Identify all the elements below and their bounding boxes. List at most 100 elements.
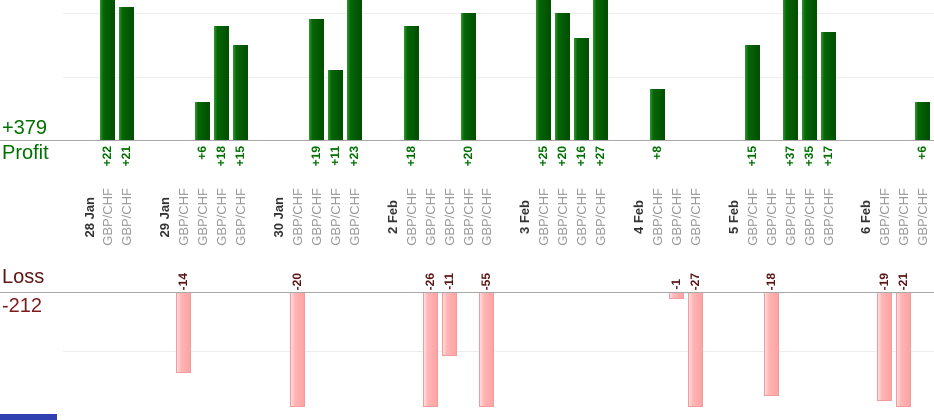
profit-value-label-wrap: +25 bbox=[534, 146, 553, 186]
profit-value-label: +6 bbox=[195, 146, 210, 160]
pair-label-wrap: GBP/CHF bbox=[800, 185, 819, 249]
profit-bar bbox=[346, 0, 362, 140]
profit-value-label: +15 bbox=[233, 146, 248, 167]
pair-label-wrap: GBP/CHF bbox=[894, 185, 913, 249]
pair-label-wrap: GBP/CHF bbox=[762, 185, 781, 249]
profit-total-value: +379 bbox=[2, 117, 48, 139]
date-label: 2 Feb bbox=[384, 200, 400, 234]
pair-label-wrap: GBP/CHF bbox=[534, 185, 553, 249]
profit-value-label-wrap: +17 bbox=[819, 146, 838, 186]
pair-label-wrap: GBP/CHF bbox=[686, 185, 705, 249]
date-label: 29 Jan bbox=[157, 196, 173, 238]
loss-value-label: -26 bbox=[422, 272, 437, 290]
pair-label: GBP/CHF bbox=[441, 188, 457, 246]
profit-value-label: +6 bbox=[915, 146, 930, 160]
loss-bar bbox=[422, 293, 438, 407]
profit-bar bbox=[820, 32, 836, 140]
loss-bar bbox=[668, 293, 684, 299]
date-label: 30 Jan bbox=[271, 196, 286, 238]
pair-label: GBP/CHF bbox=[460, 188, 476, 246]
profit-value-label: +18 bbox=[214, 146, 229, 167]
pair-label: GBP/CHF bbox=[308, 188, 324, 246]
profit-plot-area bbox=[0, 0, 934, 140]
profit-value-label-wrap: +18 bbox=[212, 146, 231, 186]
profit-bar bbox=[233, 45, 249, 140]
profit-value-label: +23 bbox=[346, 146, 361, 167]
loss-total-value: -212 bbox=[2, 295, 43, 317]
profit-value-label: +8 bbox=[650, 146, 664, 160]
loss-gridline-10 bbox=[63, 351, 934, 352]
profit-baseline bbox=[0, 140, 934, 141]
pair-label-wrap: GBP/CHF bbox=[875, 185, 894, 249]
pair-label: GBP/CHF bbox=[574, 188, 590, 246]
loss-value-label: -55 bbox=[479, 272, 494, 290]
pair-label-wrap: GBP/CHF bbox=[231, 185, 250, 249]
profit-gridline-10 bbox=[63, 77, 934, 78]
pair-label-wrap: GBP/CHF bbox=[459, 185, 478, 249]
profit-value-label: +20 bbox=[555, 146, 570, 167]
pair-label: GBP/CHF bbox=[233, 188, 249, 246]
profit-value-label-wrap: +23 bbox=[345, 146, 364, 186]
date-label-wrap: 2 Feb bbox=[383, 185, 402, 249]
profit-value-label-wrap: +15 bbox=[743, 146, 762, 186]
profit-bar bbox=[403, 26, 419, 140]
profit-bar bbox=[593, 0, 609, 140]
profit-value-label: +25 bbox=[536, 146, 551, 167]
pair-label: GBP/CHF bbox=[763, 188, 779, 246]
pair-label: GBP/CHF bbox=[100, 188, 116, 246]
profit-bar bbox=[460, 13, 476, 140]
pair-label: GBP/CHF bbox=[744, 188, 760, 246]
loss-bar bbox=[479, 293, 495, 407]
date-label-wrap: 4 Feb bbox=[629, 185, 648, 249]
profit-value-label: +16 bbox=[574, 146, 589, 167]
pair-label: GBP/CHF bbox=[650, 188, 665, 246]
pair-label: GBP/CHF bbox=[346, 188, 362, 246]
loss-value-label: -21 bbox=[896, 272, 911, 290]
profit-bar bbox=[801, 0, 817, 140]
profit-value-label: +22 bbox=[100, 146, 115, 167]
loss-value-label: -11 bbox=[441, 273, 456, 290]
loss-value-label-wrap: -27 bbox=[686, 250, 705, 290]
loss-value-label: -27 bbox=[687, 272, 702, 290]
profit-value-label-wrap: +15 bbox=[231, 146, 250, 186]
loss-baseline bbox=[0, 292, 934, 293]
pair-label: GBP/CHF bbox=[877, 188, 893, 246]
pair-label: GBP/CHF bbox=[801, 188, 817, 246]
pair-label: GBP/CHF bbox=[119, 188, 135, 246]
profit-bar bbox=[119, 7, 135, 140]
pair-label-wrap: GBP/CHF bbox=[212, 185, 231, 249]
pair-label-wrap: GBP/CHF bbox=[421, 185, 440, 249]
date-label-wrap: 28 Jan bbox=[80, 185, 99, 249]
pair-label-wrap: GBP/CHF bbox=[743, 185, 762, 249]
loss-bar bbox=[763, 293, 779, 396]
pair-label: GBP/CHF bbox=[422, 188, 438, 246]
pair-label-wrap: GBP/CHF bbox=[307, 185, 326, 249]
pair-label-wrap: GBP/CHF bbox=[326, 185, 345, 249]
date-label: 6 Feb bbox=[858, 200, 874, 234]
pair-label: GBP/CHF bbox=[214, 188, 230, 246]
pair-label: GBP/CHF bbox=[915, 188, 931, 246]
pair-label: GBP/CHF bbox=[195, 188, 211, 246]
pair-label: GBP/CHF bbox=[403, 188, 419, 246]
loss-bar bbox=[687, 293, 703, 407]
pair-label: GBP/CHF bbox=[687, 188, 703, 246]
pair-label-wrap: GBP/CHF bbox=[913, 185, 932, 249]
pair-label-wrap: GBP/CHF bbox=[667, 185, 686, 249]
profit-bar bbox=[555, 13, 571, 140]
profit-value-label-wrap: +22 bbox=[98, 146, 117, 186]
loss-value-label-wrap: -26 bbox=[421, 250, 440, 290]
pair-label-wrap: GBP/CHF bbox=[572, 185, 591, 249]
profit-value-label-wrap: +35 bbox=[800, 146, 819, 186]
date-label: 3 Feb bbox=[517, 200, 533, 234]
profit-value-label: +35 bbox=[801, 146, 816, 167]
loss-bars-layer bbox=[0, 293, 934, 420]
profit-value-label-wrap: +20 bbox=[459, 146, 478, 186]
profit-value-label: +19 bbox=[308, 146, 323, 167]
loss-value-label-wrap: -55 bbox=[477, 250, 496, 290]
date-label-wrap: 5 Feb bbox=[724, 185, 743, 249]
profit-bar bbox=[195, 102, 211, 140]
profit-bar bbox=[574, 38, 590, 140]
pair-label: GBP/CHF bbox=[555, 188, 571, 246]
date-label-wrap: 3 Feb bbox=[515, 185, 534, 249]
